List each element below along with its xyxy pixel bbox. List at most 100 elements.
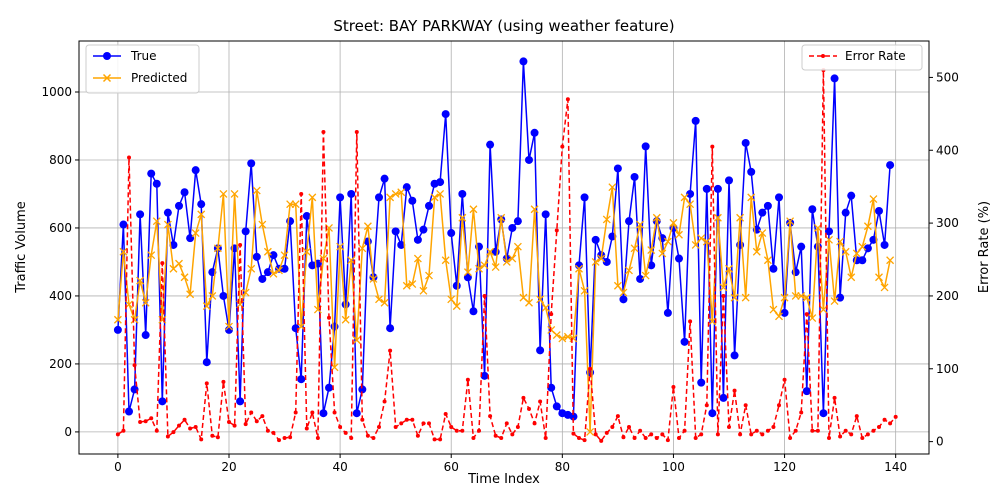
y-right-tick-label: 0 bbox=[936, 435, 944, 449]
true-point bbox=[541, 210, 550, 219]
true-point bbox=[580, 193, 589, 202]
predicted-point bbox=[269, 269, 278, 278]
true-point bbox=[791, 268, 800, 277]
predicted-point bbox=[175, 259, 183, 268]
predicted-point bbox=[858, 242, 867, 251]
error-rate-point bbox=[127, 155, 131, 160]
error-rate-point bbox=[549, 312, 554, 317]
y-right-tick-label: 500 bbox=[936, 70, 959, 84]
true-point bbox=[513, 217, 522, 226]
error-rate-point bbox=[704, 403, 709, 408]
legend-predicted-marker bbox=[102, 73, 112, 83]
predicted-point bbox=[763, 256, 772, 265]
error-rate-point bbox=[138, 419, 143, 424]
true-point bbox=[125, 407, 133, 416]
error-rate-point bbox=[454, 428, 459, 433]
error-rate-point bbox=[727, 425, 731, 430]
error-rate-point bbox=[115, 432, 120, 437]
predicted-point bbox=[163, 220, 172, 229]
predicted-point bbox=[202, 302, 211, 311]
true-point bbox=[713, 184, 722, 193]
error-rate-point bbox=[693, 435, 698, 440]
error-rate-point bbox=[638, 428, 643, 433]
error-rate-point bbox=[582, 438, 587, 443]
predicted-point bbox=[852, 249, 861, 258]
error-rate-point bbox=[760, 432, 765, 437]
error-rate-point bbox=[765, 428, 770, 433]
true-point bbox=[380, 174, 389, 183]
error-rate-point bbox=[504, 421, 509, 426]
error-rate-point bbox=[793, 428, 798, 433]
error-rate-point bbox=[482, 293, 487, 298]
true-point bbox=[241, 227, 250, 236]
error-rate-point bbox=[688, 319, 693, 324]
predicted-point bbox=[880, 283, 889, 292]
error-rate-point bbox=[843, 428, 848, 433]
true-point bbox=[325, 383, 333, 392]
true-point bbox=[297, 375, 306, 384]
error-rate-point bbox=[715, 432, 720, 437]
true-point bbox=[236, 397, 245, 406]
error-rate-point bbox=[238, 242, 243, 247]
error-rate-point bbox=[677, 435, 681, 440]
true-point bbox=[452, 281, 461, 290]
predicted-point bbox=[508, 254, 517, 263]
predicted-point bbox=[386, 193, 395, 202]
true-point bbox=[730, 351, 739, 360]
true-point bbox=[119, 220, 128, 229]
error-rate-point bbox=[499, 435, 504, 440]
error-rate-point bbox=[432, 437, 437, 442]
true-point bbox=[152, 179, 161, 188]
legend-error-marker bbox=[821, 54, 825, 58]
predicted-point bbox=[830, 297, 839, 305]
error-rate-point bbox=[160, 261, 165, 266]
legend-predicted-label: Predicted bbox=[131, 71, 187, 85]
y-axis-label-left: Traffic Volume bbox=[14, 201, 29, 294]
true-point bbox=[269, 251, 278, 260]
true-point bbox=[352, 409, 361, 418]
true-point bbox=[747, 167, 756, 176]
true-point bbox=[408, 196, 417, 205]
predicted-point bbox=[186, 290, 195, 299]
predicted-point bbox=[808, 314, 817, 322]
predicted-point bbox=[136, 276, 145, 285]
predicted-point bbox=[341, 315, 350, 324]
predicted-point bbox=[591, 257, 600, 266]
predicted-point bbox=[669, 218, 678, 227]
error-rate-point bbox=[699, 432, 704, 437]
predicted-point bbox=[730, 293, 739, 302]
error-rate-point bbox=[721, 293, 726, 298]
error-rate-point bbox=[815, 428, 820, 433]
true-point bbox=[530, 128, 539, 137]
true-point bbox=[386, 324, 395, 333]
true-point bbox=[197, 200, 206, 209]
predicted-point bbox=[658, 249, 667, 258]
predicted-point bbox=[225, 322, 233, 331]
x-tick-label: 140 bbox=[884, 460, 907, 474]
true-point bbox=[702, 184, 711, 193]
error-rate-point bbox=[615, 414, 620, 419]
error-rate-point bbox=[627, 425, 631, 430]
error-rate-point bbox=[554, 228, 559, 233]
predicted-point bbox=[819, 305, 828, 314]
error-rate-point bbox=[382, 399, 387, 404]
predicted-point bbox=[241, 288, 250, 297]
true-point bbox=[802, 387, 811, 396]
error-rate-point bbox=[610, 425, 615, 430]
true-point bbox=[630, 172, 639, 181]
true-point bbox=[602, 257, 611, 266]
error-rate-point bbox=[282, 435, 287, 440]
error-rate-point bbox=[871, 428, 876, 433]
legend-left: True Predicted bbox=[85, 44, 200, 94]
predicted-point bbox=[775, 312, 783, 321]
error-rate-point bbox=[149, 416, 154, 421]
true-point bbox=[463, 273, 472, 282]
predicted-point bbox=[219, 190, 228, 198]
error-rate-point bbox=[710, 144, 715, 149]
predicted-point bbox=[552, 331, 561, 339]
y-right-tick-label: 200 bbox=[936, 289, 959, 303]
predicted-point bbox=[141, 298, 150, 307]
predicted-point bbox=[797, 291, 806, 300]
true-point bbox=[880, 240, 889, 249]
error-rate-point bbox=[565, 97, 570, 102]
